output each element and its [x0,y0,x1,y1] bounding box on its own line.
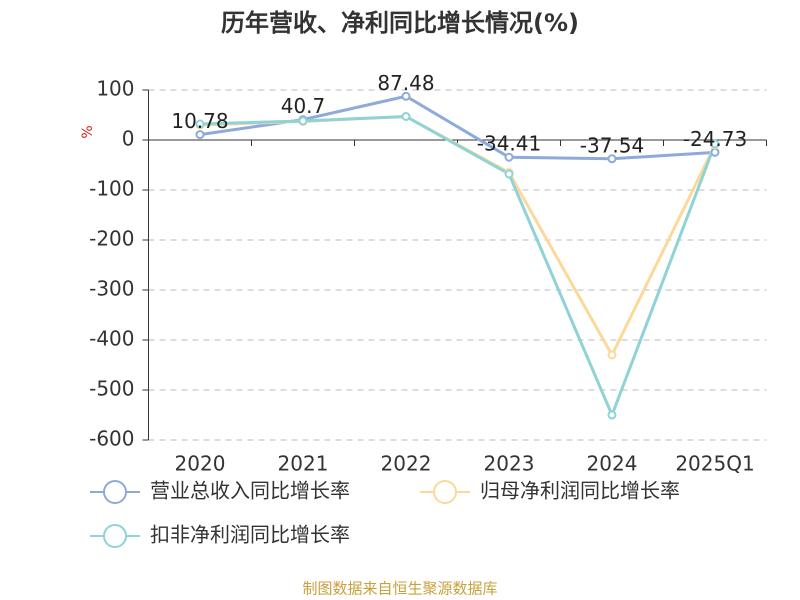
x-tick-label: 2021 [278,452,329,476]
data-label: -34.41 [477,132,541,156]
x-tick-label: 2025Q1 [675,452,754,476]
y-tick-label: -500 [89,377,134,401]
y-axis-label: % [80,125,96,138]
legend-label: 归母净利润同比增长率 [480,479,680,503]
y-tick-label: -200 [89,227,134,251]
y-tick-label: -100 [89,177,134,201]
data-point [607,154,617,164]
data-point [401,91,411,101]
data-point [195,119,205,129]
legend-label: 扣非净利润同比增长率 [150,523,350,547]
chart-title: 历年营收、净利同比增长情况(%) [221,9,579,37]
legend-marker [103,480,127,504]
x-tick-label: 2022 [381,452,432,476]
data-point [607,350,617,360]
data-label: 40.7 [281,94,326,118]
data-label: 10.78 [171,109,228,133]
y-tick-label: 100 [96,77,134,101]
data-label: -24.73 [683,127,747,151]
data-point [195,130,205,140]
x-tick-label: 2020 [175,452,226,476]
data-label: 87.48 [377,71,434,95]
data-point [298,116,308,126]
y-tick-label: -400 [89,327,134,351]
x-tick-label: 2024 [587,452,638,476]
data-point [607,410,617,420]
data-point [401,112,411,121]
y-tick-label: 0 [122,127,135,151]
series-line [199,114,717,420]
x-tick-label: 2023 [484,452,535,476]
data-point [504,152,514,162]
data-label: -37.54 [580,133,644,157]
legend-marker [103,524,127,548]
source-note: 制图数据来自恒生聚源数据库 [302,580,497,598]
data-point [504,169,514,179]
y-tick-label: -600 [89,427,134,451]
data-point [710,139,720,149]
y-tick-label: -300 [89,277,134,301]
legend-marker [433,480,457,504]
legend-label: 营业总收入同比增长率 [150,479,350,503]
